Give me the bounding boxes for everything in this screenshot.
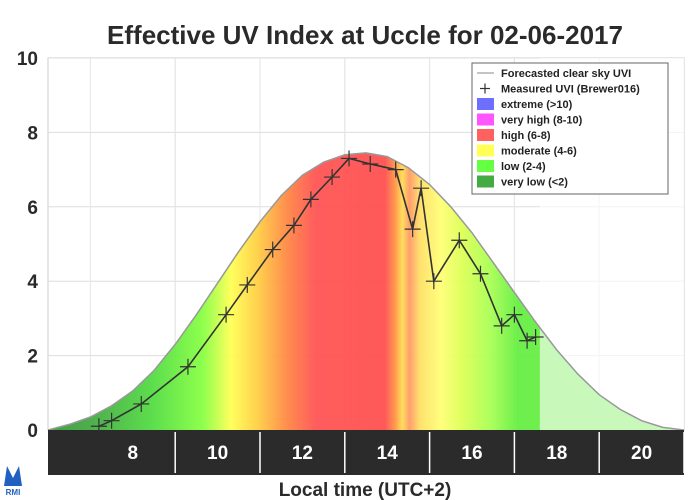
- measured-point: [324, 169, 341, 186]
- y-tick-label: 0: [27, 421, 38, 442]
- y-tick-label: 8: [27, 123, 38, 144]
- measured-point: [179, 358, 196, 375]
- measured-point: [506, 306, 523, 323]
- x-tick-label: 14: [377, 443, 399, 464]
- y-tick-label: 6: [27, 198, 38, 219]
- measured-point: [218, 306, 235, 323]
- legend-color-swatch: [477, 144, 494, 157]
- measured-point: [387, 161, 404, 178]
- legend: Forecasted clear sky UVI Measured UVI (Br…: [471, 62, 669, 195]
- legend-item: Forecasted clear sky UVI: [477, 68, 631, 80]
- x-tick-label: 20: [631, 443, 652, 464]
- x-tick-label: 18: [546, 443, 567, 464]
- measured-point: [451, 232, 468, 249]
- legend-item: high (6-8): [477, 129, 551, 142]
- legend-label: Measured UVI (Brewer016): [501, 84, 640, 96]
- chart-title: Effective UV Index at Uccle for 02-06-20…: [107, 20, 623, 50]
- x-tick-label: 12: [292, 443, 313, 464]
- legend-color-swatch: [477, 160, 494, 172]
- y-tick-label: 10: [17, 49, 38, 70]
- legend-item: moderate (4-6): [477, 144, 577, 158]
- measured-point: [264, 241, 281, 258]
- legend-label: extreme (>10): [501, 99, 573, 111]
- legend-item: low (2-4): [477, 160, 546, 173]
- measured-point: [239, 276, 256, 293]
- clear-sky-line: [48, 152, 684, 430]
- measured-point: [302, 191, 319, 208]
- x-tick-label: 16: [461, 443, 482, 464]
- rmi-logo-icon: [4, 466, 22, 486]
- legend-item: very high (8-10): [477, 113, 583, 127]
- measured-line: [98, 157, 536, 428]
- legend-item: extreme (>10): [477, 98, 573, 111]
- measured-point: [285, 217, 302, 234]
- y-tick-label: 2: [27, 347, 38, 368]
- legend-label: moderate (4-6): [501, 146, 577, 158]
- legend-item: very low (<2): [477, 175, 568, 189]
- legend-box: [471, 62, 669, 195]
- measured-point: [493, 317, 510, 334]
- rmi-logo: RMI: [4, 466, 22, 497]
- legend-label: Forecasted clear sky UVI: [501, 68, 631, 80]
- legend-color-swatch: [477, 113, 494, 126]
- legend-label: high (6-8): [501, 130, 551, 142]
- x-axis-label: Local time (UTC+2): [279, 480, 452, 500]
- legend-color-swatch: [477, 98, 494, 110]
- measured-point: [413, 180, 430, 197]
- measured-point: [103, 412, 120, 429]
- measured-point: [404, 221, 421, 238]
- x-tick-label: 10: [207, 443, 228, 464]
- legend-item: Measured UVI (Brewer016): [480, 83, 640, 96]
- legend-label: low (2-4): [501, 161, 546, 173]
- measured-point: [472, 265, 489, 282]
- measured-point: [527, 329, 544, 345]
- legend-color-swatch: [477, 175, 494, 188]
- measured-point: [519, 332, 536, 349]
- measured-point: [341, 150, 358, 167]
- rmi-logo-text: RMI: [6, 488, 21, 497]
- x-tick-label: 8: [128, 443, 139, 464]
- y-tick-label: 4: [27, 272, 38, 293]
- measured-point: [133, 395, 150, 412]
- x-axis-band: [48, 430, 684, 475]
- measured-point: [362, 156, 379, 173]
- legend-color-swatch: [477, 129, 494, 141]
- legend-label: very low (<2): [501, 177, 568, 189]
- measured-point: [425, 273, 442, 290]
- legend-label: very high (8-10): [501, 115, 583, 127]
- uv-band-fill: [48, 152, 684, 430]
